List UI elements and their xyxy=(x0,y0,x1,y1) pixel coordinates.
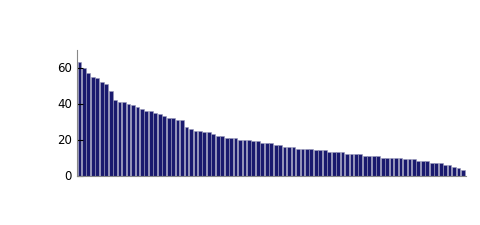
Bar xyxy=(318,150,322,176)
Bar xyxy=(193,130,197,176)
Bar xyxy=(439,163,443,176)
Bar xyxy=(425,161,429,176)
Bar xyxy=(291,147,295,176)
Bar xyxy=(434,163,438,176)
Bar xyxy=(363,156,367,176)
Bar xyxy=(443,165,447,176)
Bar xyxy=(461,170,465,176)
Bar xyxy=(332,152,336,176)
Bar xyxy=(305,148,309,176)
Bar xyxy=(234,138,238,176)
Bar xyxy=(394,158,398,176)
Bar xyxy=(238,140,242,176)
Bar xyxy=(122,102,126,176)
Bar xyxy=(398,158,402,176)
Bar xyxy=(283,147,287,176)
Bar xyxy=(135,107,139,176)
Bar xyxy=(390,158,394,176)
Bar xyxy=(176,120,180,176)
Bar xyxy=(185,127,188,176)
Bar xyxy=(96,78,99,176)
Bar xyxy=(323,150,326,176)
Bar xyxy=(100,82,104,176)
Bar xyxy=(171,118,175,176)
Bar xyxy=(225,138,228,176)
Bar xyxy=(287,147,291,176)
Bar xyxy=(144,111,148,176)
Bar xyxy=(91,76,95,176)
Bar xyxy=(247,140,251,176)
Bar xyxy=(216,136,219,176)
Bar xyxy=(327,152,331,176)
Bar xyxy=(104,84,108,176)
Bar xyxy=(336,152,340,176)
Bar xyxy=(448,165,452,176)
Bar xyxy=(109,91,113,176)
Bar xyxy=(118,102,121,176)
Bar xyxy=(314,150,318,176)
Bar xyxy=(417,161,420,176)
Bar xyxy=(229,138,233,176)
Bar xyxy=(381,158,384,176)
Bar xyxy=(345,154,349,176)
Bar xyxy=(140,109,144,176)
Bar xyxy=(421,161,425,176)
Bar xyxy=(260,143,264,176)
Bar xyxy=(310,148,313,176)
Bar xyxy=(211,134,215,176)
Bar xyxy=(452,166,456,176)
Bar xyxy=(220,136,224,176)
Bar xyxy=(274,145,277,176)
Bar xyxy=(242,140,246,176)
Bar xyxy=(203,132,206,176)
Bar xyxy=(256,141,260,176)
Bar xyxy=(78,62,82,176)
Bar xyxy=(341,152,345,176)
Bar xyxy=(162,116,166,176)
Bar xyxy=(131,105,135,176)
Bar xyxy=(359,154,362,176)
Bar xyxy=(372,156,376,176)
Bar xyxy=(86,73,90,176)
Bar xyxy=(149,111,153,176)
Bar xyxy=(403,159,407,176)
Bar xyxy=(269,143,273,176)
Bar xyxy=(300,148,304,176)
Bar xyxy=(296,148,300,176)
Bar xyxy=(278,145,282,176)
Bar xyxy=(349,154,353,176)
Bar xyxy=(158,114,162,176)
Bar xyxy=(354,154,358,176)
Bar xyxy=(252,141,255,176)
Bar xyxy=(154,112,157,176)
Bar xyxy=(456,168,460,176)
Bar xyxy=(265,143,269,176)
Bar xyxy=(198,130,202,176)
Bar xyxy=(412,159,416,176)
Bar xyxy=(207,132,211,176)
Bar xyxy=(180,120,184,176)
Bar xyxy=(376,156,380,176)
Bar xyxy=(167,118,170,176)
Bar xyxy=(189,129,193,176)
Bar xyxy=(82,68,86,176)
Bar xyxy=(408,159,411,176)
Bar xyxy=(430,163,433,176)
Bar xyxy=(113,100,117,176)
Bar xyxy=(127,104,131,176)
Bar xyxy=(385,158,389,176)
Bar xyxy=(367,156,371,176)
